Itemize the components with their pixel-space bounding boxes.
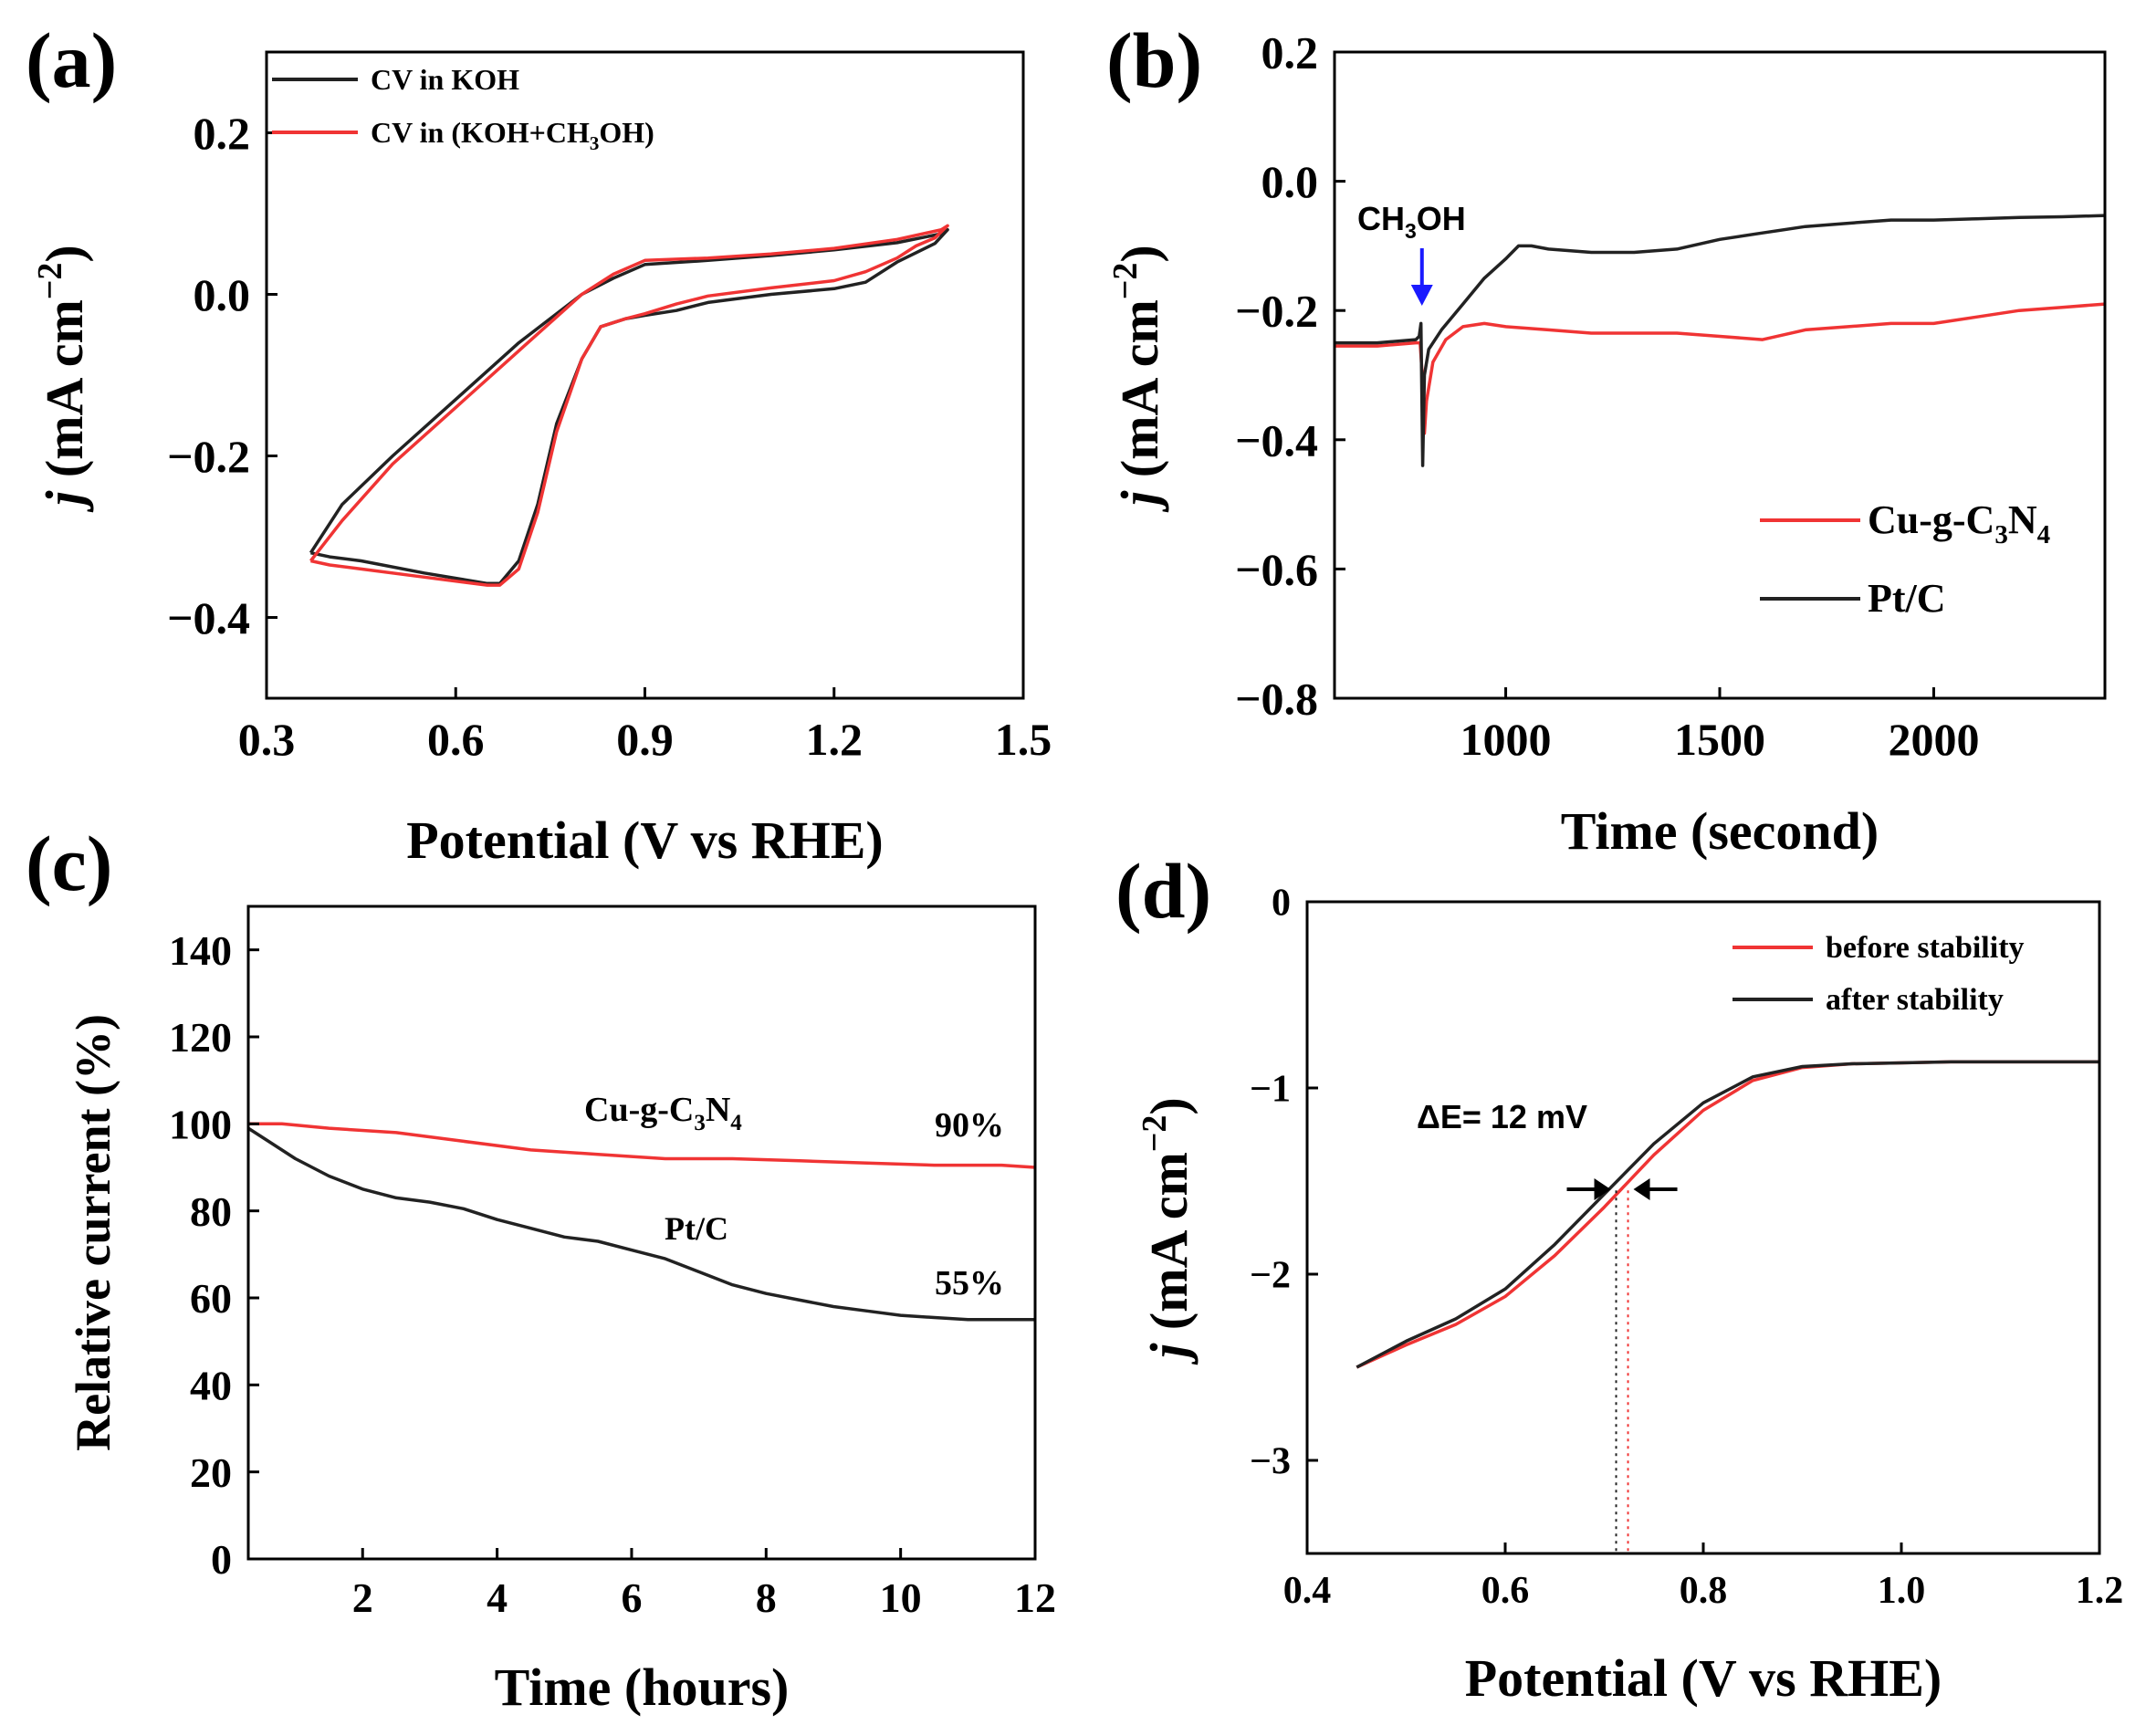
x-tick-label-c: 4 (487, 1574, 508, 1621)
x-tick-label-c: 12 (1014, 1574, 1056, 1621)
x-tick-label-a: 0.6 (427, 714, 485, 765)
x-tick-label-b: 1000 (1460, 714, 1552, 765)
x-tick-label-d: 0.4 (1283, 1570, 1332, 1612)
x-tick-label-a: 0.9 (616, 714, 674, 765)
y-tick-label-d: 0 (1272, 883, 1291, 925)
x-tick-label-d: 1.0 (1878, 1570, 1926, 1612)
legend-label-ptc: Pt/C (1868, 576, 1946, 621)
plot-frame-b (1333, 50, 2107, 700)
y-tick-label-d: −1 (1250, 1069, 1291, 1111)
series-line-a-black (309, 227, 949, 586)
y-tick-label-a: −0.2 (167, 431, 250, 482)
y-tick-label-b: −0.2 (1235, 286, 1318, 337)
y-tick-label-b: 0.0 (1261, 156, 1319, 207)
x-tick-label-d: 0.8 (1680, 1570, 1728, 1612)
delta-arrowhead-left (1594, 1178, 1611, 1200)
y-tick-label-a: 0.0 (194, 269, 251, 320)
y-tick-label-c: 60 (190, 1275, 232, 1322)
x-axis-label-a: Potential (V vs RHE) (406, 810, 884, 870)
delta-arrowhead-right (1633, 1178, 1650, 1200)
end-label-ptc: 55% (935, 1264, 1004, 1302)
y-tick-label-a: 0.2 (194, 108, 251, 159)
x-tick-label-a: 0.3 (238, 714, 296, 765)
y-axis-label-b: j (mA cm−2) (1106, 245, 1169, 512)
y-axis-label-a: j (mA cm−2) (31, 245, 94, 512)
x-tick-label-a: 1.5 (995, 714, 1052, 765)
panel-label-c: (c) (26, 820, 112, 907)
panel-label-a: (a) (26, 16, 117, 104)
y-tick-label-d: −3 (1250, 1441, 1291, 1483)
series-line-b-red (1335, 302, 2106, 435)
legend-label-methanol: CV in (KOH+CH3OH) (371, 116, 654, 154)
y-tick-label-c: 20 (190, 1449, 232, 1496)
series-line-c-red (248, 1122, 1036, 1169)
x-tick-label-b: 1500 (1674, 714, 1765, 765)
legend-label-before: before stability (1826, 931, 2025, 965)
y-tick-label-c: 140 (169, 927, 232, 974)
series-label-ptc: Pt/C (665, 1210, 728, 1247)
series-line-a-red (309, 224, 949, 587)
x-tick-label-b: 2000 (1888, 714, 1979, 765)
y-tick-label-c: 40 (190, 1362, 232, 1408)
y-axis-label-d: j (mA cm−2) (1136, 1097, 1199, 1365)
x-axis-label-b: Time (second) (1561, 801, 1879, 861)
series-line-d-black (1356, 1060, 2099, 1369)
y-tick-label-b: −0.6 (1235, 544, 1318, 595)
y-tick-label-c: 0 (211, 1536, 232, 1583)
x-tick-label-d: 1.2 (2076, 1570, 2124, 1612)
legend-label-after: after stability (1826, 983, 2004, 1017)
x-axis-label-d: Potential (V vs RHE) (1465, 1648, 1942, 1708)
series-label-cu: Cu-g-C3N4 (584, 1091, 742, 1135)
legend-label-kohs: CV in KOH (371, 63, 519, 96)
series-line-b-black (1335, 214, 2106, 467)
y-tick-label-b: 0.2 (1261, 27, 1319, 78)
panel-label-d: (d) (1115, 847, 1211, 935)
end-label-cu: 90% (935, 1106, 1004, 1145)
x-tick-label-d: 0.6 (1481, 1570, 1530, 1612)
y-tick-label-b: −0.4 (1235, 414, 1318, 465)
annotation-arrowhead (1410, 285, 1433, 306)
x-axis-label-c: Time (hours) (495, 1658, 790, 1717)
y-tick-label-c: 80 (190, 1188, 232, 1235)
x-tick-label-a: 1.2 (806, 714, 864, 765)
y-tick-label-c: 120 (169, 1014, 232, 1061)
x-tick-label-c: 8 (756, 1574, 777, 1621)
series-line-c-black (247, 1126, 1035, 1322)
y-tick-label-a: −0.4 (167, 592, 250, 643)
plot-frame-a (265, 50, 1025, 700)
annotation-ch3oh: CH3OH (1357, 200, 1466, 243)
delta-e-annotation: ΔE= 12 mV (1417, 1098, 1587, 1135)
x-tick-label-c: 2 (352, 1574, 373, 1621)
y-tick-label-c: 100 (169, 1101, 232, 1147)
y-axis-label-c: Relative current (%) (66, 1014, 120, 1451)
plot-frame-c (246, 905, 1037, 1561)
y-tick-label-d: −2 (1250, 1255, 1291, 1297)
y-tick-label-b: −0.8 (1235, 674, 1318, 725)
panel-label-b: (b) (1106, 16, 1202, 104)
x-tick-label-c: 10 (880, 1574, 922, 1621)
legend-label-cu: Cu-g-C3N4 (1868, 497, 2050, 549)
x-tick-label-c: 6 (621, 1574, 642, 1621)
